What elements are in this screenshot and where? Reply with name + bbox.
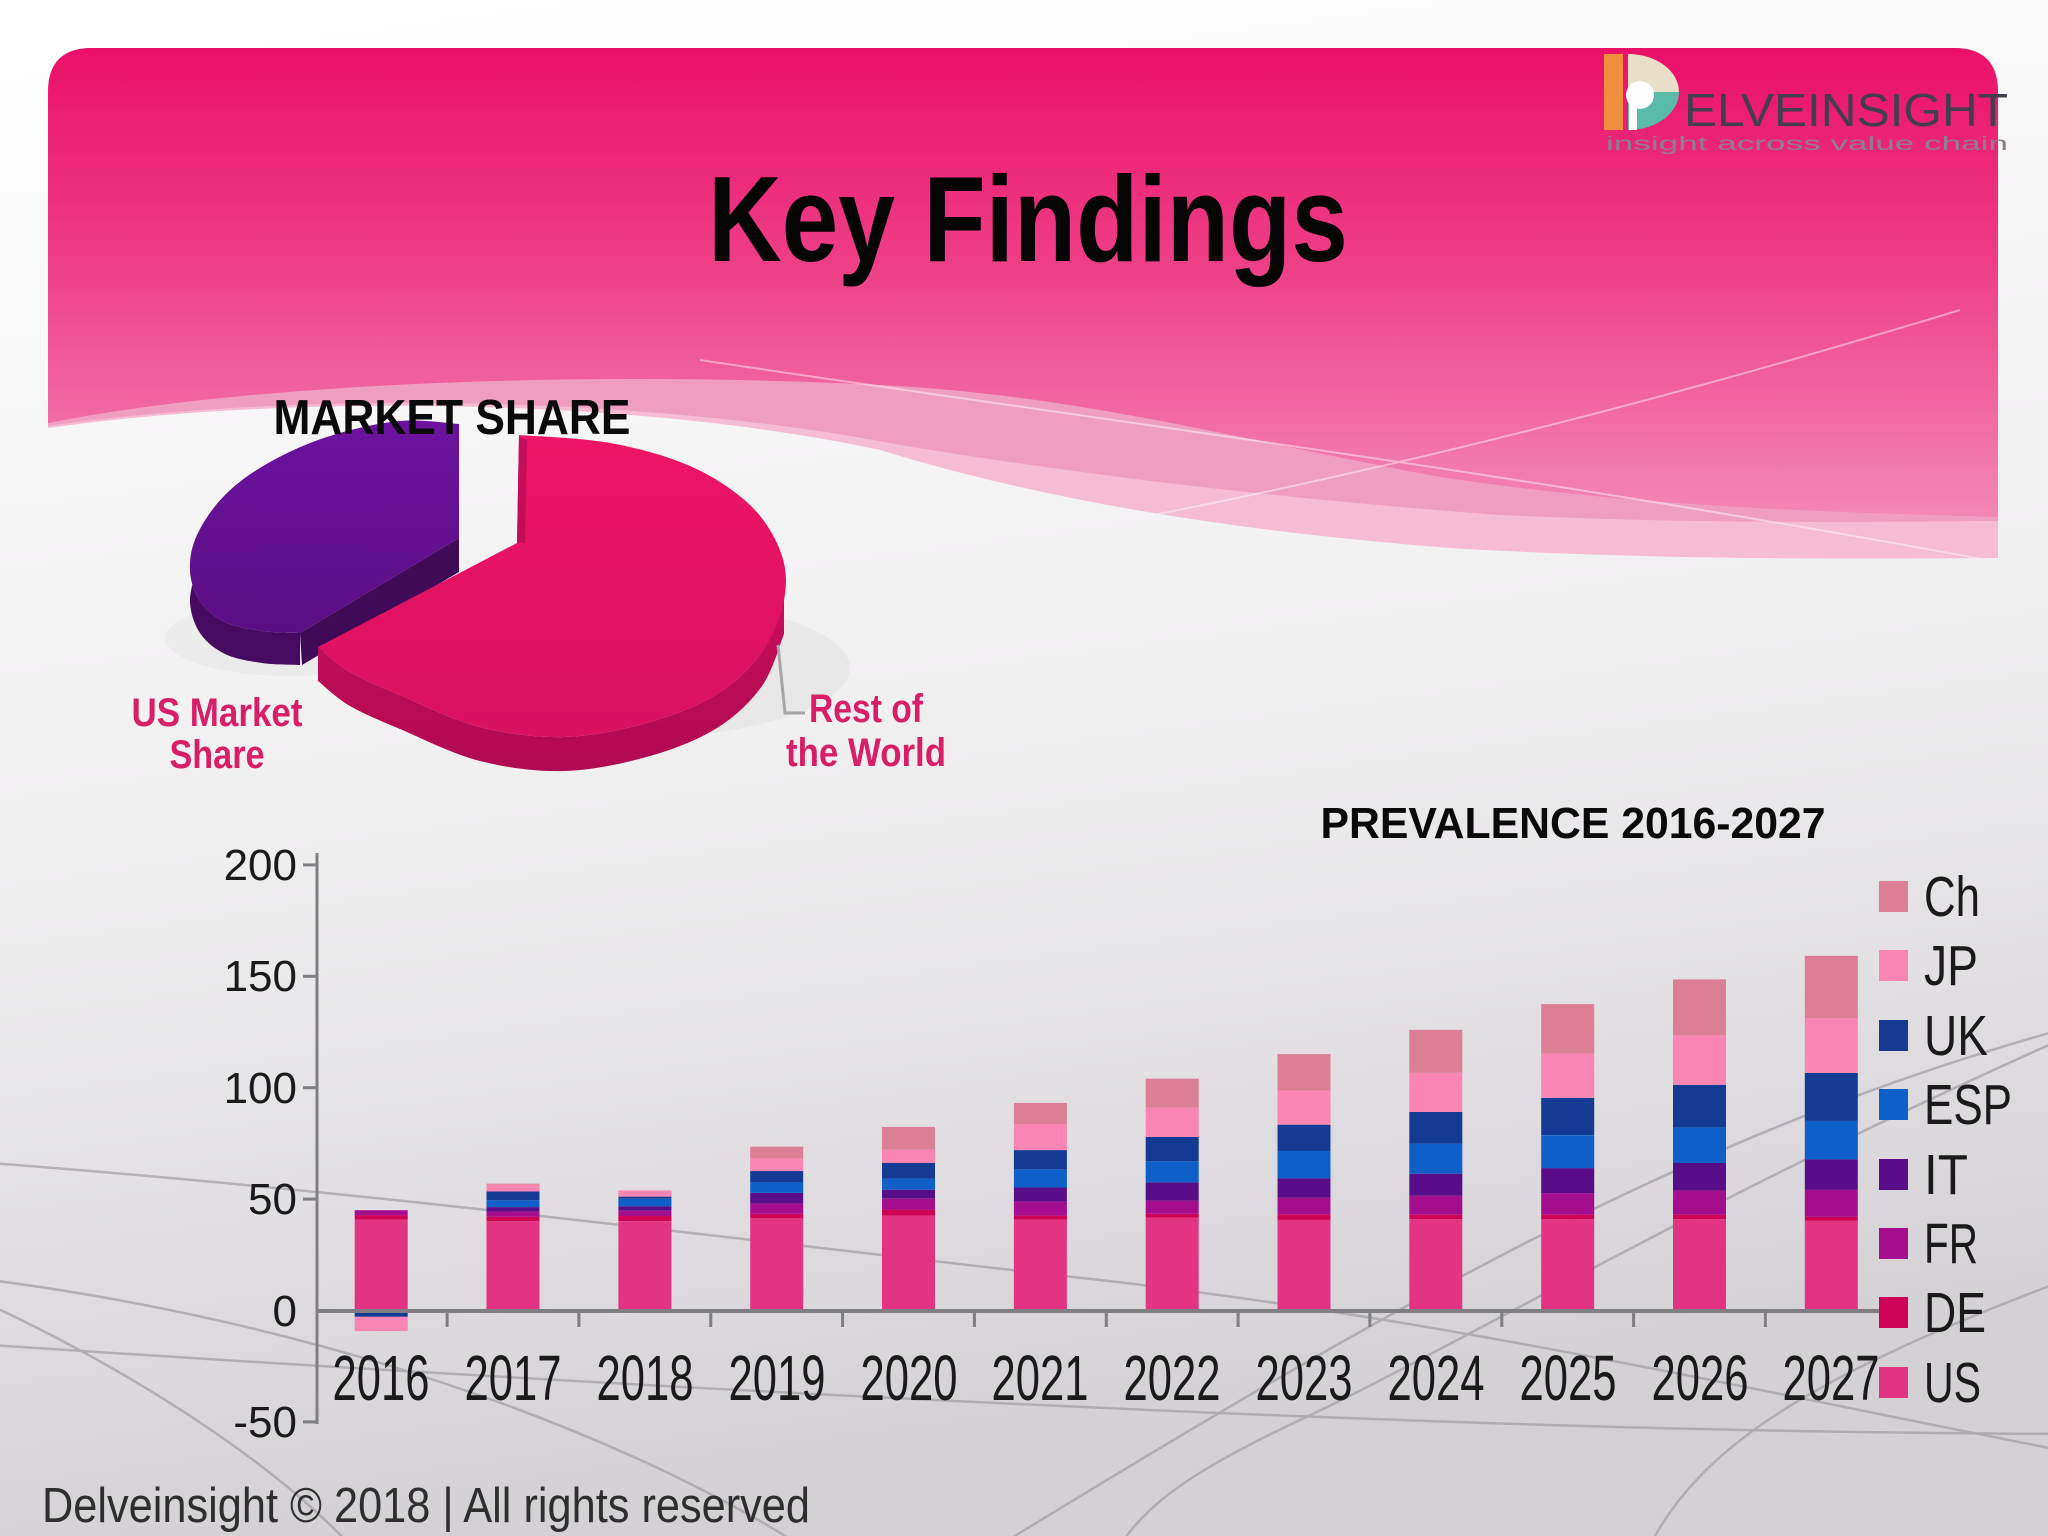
svg-text:2027: 2027 bbox=[1783, 1342, 1880, 1414]
svg-text:Key Findings: Key Findings bbox=[708, 151, 1348, 287]
svg-text:insight across value chain: insight across value chain bbox=[1606, 134, 2008, 155]
svg-text:50: 50 bbox=[248, 1175, 297, 1224]
svg-text:100: 100 bbox=[224, 1064, 297, 1113]
svg-text:2016: 2016 bbox=[333, 1342, 430, 1414]
svg-text:2019: 2019 bbox=[729, 1342, 826, 1414]
svg-text:JP: JP bbox=[1924, 934, 1978, 998]
svg-text:2023: 2023 bbox=[1256, 1342, 1353, 1414]
svg-text:2018: 2018 bbox=[597, 1342, 694, 1414]
svg-text:2024: 2024 bbox=[1388, 1342, 1485, 1414]
svg-text:Share: Share bbox=[170, 733, 265, 777]
svg-text:Ch: Ch bbox=[1924, 865, 1980, 929]
svg-text:Delveinsight © 2018 | All righ: Delveinsight © 2018 | All rights reserve… bbox=[42, 1479, 810, 1533]
svg-text:2025: 2025 bbox=[1520, 1342, 1617, 1414]
svg-text:200: 200 bbox=[224, 841, 297, 890]
svg-text:IT: IT bbox=[1924, 1143, 1968, 1207]
svg-text:US: US bbox=[1924, 1351, 1981, 1415]
svg-text:Rest of: Rest of bbox=[809, 687, 924, 731]
svg-text:2017: 2017 bbox=[465, 1342, 562, 1414]
svg-text:DE: DE bbox=[1924, 1281, 1986, 1345]
svg-text:2026: 2026 bbox=[1652, 1342, 1749, 1414]
svg-text:-50: -50 bbox=[233, 1398, 297, 1447]
svg-text:MARKET SHARE: MARKET SHARE bbox=[274, 391, 631, 445]
svg-text:FR: FR bbox=[1924, 1212, 1978, 1276]
svg-text:2022: 2022 bbox=[1124, 1342, 1221, 1414]
svg-text:ESP: ESP bbox=[1924, 1073, 2012, 1137]
svg-text:US Market: US Market bbox=[132, 691, 303, 735]
svg-text:0: 0 bbox=[273, 1287, 297, 1336]
svg-text:the World: the World bbox=[786, 731, 946, 775]
svg-text:2021: 2021 bbox=[992, 1342, 1089, 1414]
svg-text:2020: 2020 bbox=[861, 1342, 958, 1414]
svg-text:150: 150 bbox=[224, 952, 297, 1001]
svg-text:PREVALENCE 2016-2027: PREVALENCE 2016-2027 bbox=[1321, 799, 1826, 848]
svg-text:UK: UK bbox=[1924, 1004, 1988, 1068]
svg-text:ELVEINSIGHT: ELVEINSIGHT bbox=[1684, 84, 2008, 136]
